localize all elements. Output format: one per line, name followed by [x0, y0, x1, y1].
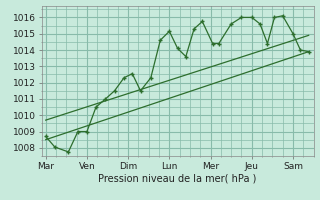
X-axis label: Pression niveau de la mer( hPa ): Pression niveau de la mer( hPa )	[99, 173, 257, 183]
